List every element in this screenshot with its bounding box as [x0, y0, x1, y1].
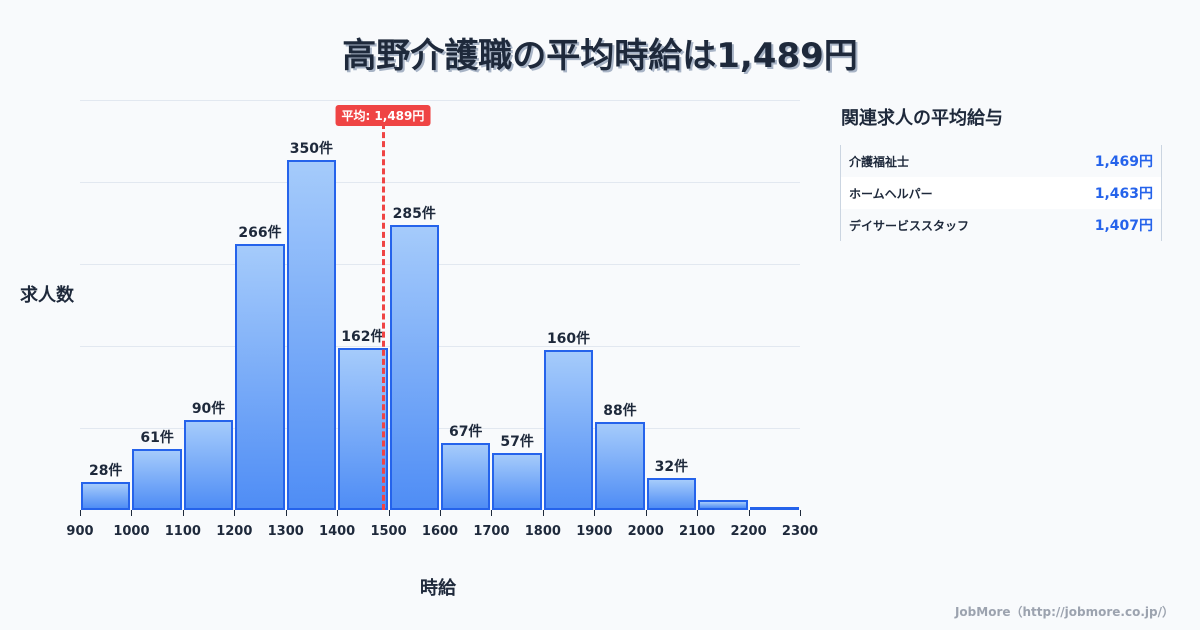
y-axis-label: 求人数 — [20, 285, 74, 306]
related-jobs-title: 関連求人の平均給与 — [841, 108, 1003, 129]
x-axis-tick-label: 2200 — [730, 524, 767, 539]
x-axis-tick — [388, 510, 390, 516]
mean-badge: 平均: 1,489円 — [335, 105, 431, 126]
x-axis-tick — [234, 510, 236, 516]
gridline — [80, 182, 800, 183]
bar-value-label: 32件 — [654, 459, 689, 475]
x-axis-tick-label: 2300 — [781, 524, 819, 539]
bar-value-label: 61件 — [140, 430, 174, 446]
gridline — [80, 100, 800, 101]
chart-title: 高野介護職の平均時給は1,489円 — [342, 36, 858, 76]
x-axis-tick-label: 1100 — [164, 524, 201, 539]
bar-value-label: 160件 — [546, 331, 591, 347]
job-wage: 1,407円 — [1094, 218, 1153, 234]
mean-line — [381, 123, 385, 510]
histogram-bar — [749, 507, 799, 510]
histogram-bar — [543, 350, 594, 510]
x-axis-tick — [285, 510, 287, 516]
related-jobs-table: 介護福祉士 1,469円 ホームヘルパー 1,463円 デイサービススタッフ 1… — [840, 145, 1162, 241]
x-axis-tick-label: 900 — [66, 524, 94, 539]
bar-value-label: 90件 — [191, 401, 226, 417]
x-axis-tick-label: 1200 — [216, 524, 253, 539]
bar-value-label: 67件 — [448, 424, 483, 440]
x-axis-tick — [131, 510, 133, 516]
x-axis-tick — [337, 510, 339, 516]
x-axis-tick — [645, 510, 647, 516]
bar-value-label: 57件 — [500, 434, 534, 450]
x-axis-tick — [800, 510, 801, 516]
gridline — [80, 428, 800, 429]
job-name: デイサービススタッフ — [849, 218, 970, 233]
histogram-bar — [595, 422, 645, 510]
x-axis-tick-label: 2100 — [679, 524, 716, 539]
related-job-row: ホームヘルパー 1,463円 — [841, 177, 1161, 209]
x-axis-tick-label: 1500 — [370, 524, 407, 539]
x-axis-tick — [491, 510, 493, 516]
bar-value-label: 350件 — [289, 141, 334, 157]
x-axis-tick-label: 1800 — [524, 524, 561, 539]
x-axis-tick-label: 2000 — [627, 524, 664, 539]
histogram-bar — [183, 420, 234, 510]
histogram-bar — [235, 244, 285, 510]
job-name: ホームヘルパー — [849, 186, 933, 201]
job-wage: 1,469円 — [1094, 154, 1153, 170]
footer-credit: JobMore（http://jobmore.co.jp/） — [954, 605, 1174, 619]
x-axis-tick — [80, 510, 81, 516]
histogram-bar — [646, 478, 697, 510]
x-axis-tick-label: 1000 — [113, 524, 150, 539]
x-axis-tick — [182, 510, 184, 516]
histogram-bar — [492, 453, 542, 510]
gridline — [80, 264, 800, 265]
bar-value-label: 285件 — [392, 206, 436, 222]
x-axis-tick-label: 1600 — [421, 524, 459, 539]
x-axis-tick-label: 1900 — [576, 524, 613, 539]
job-name: 介護福祉士 — [849, 154, 910, 169]
histogram-bar — [389, 225, 439, 510]
bar-value-label: 162件 — [341, 329, 385, 345]
x-axis-tick — [542, 510, 544, 516]
bar-value-label: 28件 — [88, 463, 123, 479]
x-axis-label: 時給 — [420, 578, 456, 599]
x-axis-tick — [697, 510, 699, 516]
histogram-bar — [132, 449, 182, 510]
histogram-bar — [698, 500, 748, 510]
gridline — [80, 346, 800, 347]
bar-value-label: 266件 — [238, 225, 282, 241]
x-axis-tick-label: 1400 — [319, 524, 356, 539]
related-job-row: デイサービススタッフ 1,407円 — [841, 209, 1161, 241]
x-axis-tick — [748, 510, 750, 516]
histogram-bar — [286, 160, 337, 510]
bar-value-label: 88件 — [603, 403, 637, 419]
x-axis-tick — [440, 510, 441, 516]
histogram-bar — [81, 482, 131, 510]
x-axis-tick-label: 1700 — [473, 524, 510, 539]
histogram-bar — [441, 443, 491, 510]
job-wage: 1,463円 — [1094, 186, 1153, 202]
histogram-plot: 28件 61件 90件 266件 350件 162件 285件 67件 57件 160件 88件 32… — [80, 100, 800, 510]
histogram-bar — [338, 348, 388, 510]
x-axis-tick — [594, 510, 596, 516]
x-axis-tick-label: 1300 — [267, 524, 304, 539]
related-job-row: 介護福祉士 1,469円 — [841, 145, 1161, 177]
